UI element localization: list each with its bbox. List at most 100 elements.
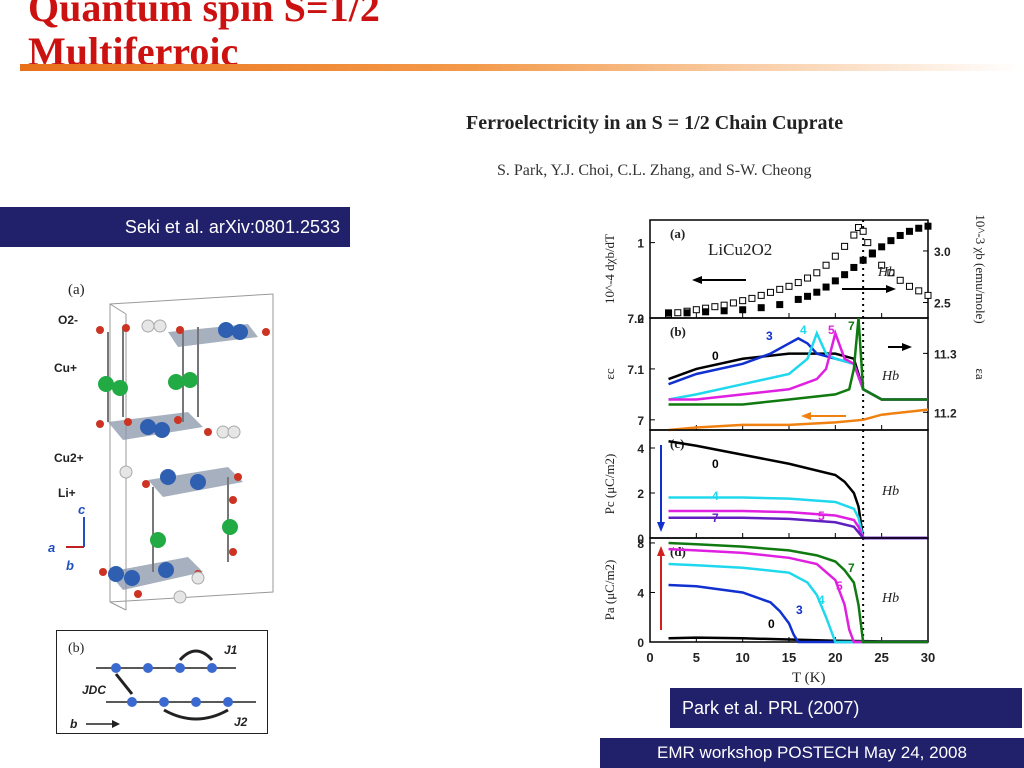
slide-title: Quantum spin S=1/2 Multiferroic bbox=[28, 0, 380, 74]
data-point-a-1 bbox=[831, 277, 839, 285]
x-tick-label: 5 bbox=[693, 650, 700, 665]
coupling-j2-label: J2 bbox=[234, 715, 248, 729]
label-oxygen: O2- bbox=[58, 313, 78, 327]
label-cu-plus: Cu+ bbox=[54, 361, 77, 375]
series-name-label-b: 0 bbox=[712, 349, 719, 363]
field-label-c: Hb bbox=[881, 484, 899, 499]
footer-label: EMR workshop POSTECH May 24, 2008 bbox=[600, 738, 1024, 768]
seki-reference-label: Seki et al. arXiv:0801.2533 bbox=[0, 207, 350, 247]
data-point-a-0 bbox=[915, 287, 923, 295]
axis-b-label: b bbox=[66, 558, 74, 573]
data-point-a-1 bbox=[804, 292, 812, 300]
series-name-label-c: 4 bbox=[712, 489, 719, 503]
y-tick-label: 0 bbox=[637, 312, 644, 326]
data-point-a-0 bbox=[864, 239, 872, 247]
data-point-a-1 bbox=[794, 295, 802, 303]
series-line-b-4 bbox=[668, 317, 928, 406]
data-point-a-1 bbox=[776, 301, 784, 309]
x-tick-label: 20 bbox=[828, 650, 842, 665]
series-name-label-d: 0 bbox=[768, 617, 775, 631]
y-tick-label: 0 bbox=[637, 636, 644, 650]
data-point-a-0 bbox=[850, 231, 858, 239]
y-right-tick-label: 11.2 bbox=[934, 406, 957, 420]
data-point-a-1 bbox=[739, 306, 747, 314]
paper-authors: S. Park, Y.J. Choi, C.L. Zhang, and S-W.… bbox=[497, 162, 812, 179]
data-point-a-0 bbox=[878, 261, 886, 269]
data-point-a-1 bbox=[905, 227, 913, 235]
series-name-label-b: 5 bbox=[828, 323, 835, 337]
data-point-a-1 bbox=[822, 283, 830, 291]
slide-title-line1: Quantum spin S=1/2 bbox=[28, 0, 380, 30]
y-axis-right-label-a: 10^-3 χb (emu/mole) bbox=[973, 214, 988, 323]
y-right-tick-label: 2.5 bbox=[934, 297, 951, 311]
data-point-a-1 bbox=[924, 222, 932, 230]
field-label-d: Hb bbox=[881, 591, 899, 606]
data-point-a-0 bbox=[739, 297, 747, 305]
series-name-label-c: 0 bbox=[712, 457, 719, 471]
data-point-a-0 bbox=[804, 274, 812, 282]
series-name-label-b: 7 bbox=[848, 319, 855, 333]
y-tick-label: 7 bbox=[637, 414, 644, 428]
y-right-tick-label: 11.3 bbox=[934, 347, 957, 361]
series-name-label-c: 5 bbox=[818, 509, 825, 523]
data-point-a-0 bbox=[692, 306, 700, 314]
data-point-a-0 bbox=[896, 276, 904, 284]
y-tick-label: 4 bbox=[637, 586, 644, 600]
oxygen-atoms bbox=[96, 324, 270, 598]
label-li-plus: Li+ bbox=[58, 486, 76, 500]
park-reference-label: Park et al. PRL (2007) bbox=[670, 688, 1022, 728]
paper-title: Ferroelectricity in an S = 1/2 Chain Cup… bbox=[466, 112, 844, 134]
data-point-a-0 bbox=[855, 224, 862, 232]
y-tick-label: 7.1 bbox=[627, 363, 644, 377]
series-name-label-d: 5 bbox=[836, 579, 843, 593]
crystal-structure-figure: (a) O2- Cu+ Cu2+ Li bbox=[48, 282, 274, 611]
series-name-label-b: 3 bbox=[766, 329, 773, 343]
y-axis-label-b: εc bbox=[602, 368, 617, 379]
species-labels: O2- Cu+ Cu2+ Li+ bbox=[54, 313, 84, 500]
field-label-b: Hb bbox=[881, 369, 899, 384]
x-axis-label: T (K) bbox=[792, 670, 825, 686]
data-point-a-0 bbox=[794, 279, 802, 287]
axis-a-label: a bbox=[48, 540, 55, 555]
y-axis-label-c: Pc (μC/m2) bbox=[602, 454, 617, 515]
data-point-a-0 bbox=[674, 309, 682, 317]
series-line-d-3 bbox=[668, 547, 928, 644]
data-point-a-0 bbox=[887, 269, 895, 277]
x-tick-label: 25 bbox=[874, 650, 888, 665]
data-point-a-0 bbox=[711, 303, 719, 311]
series-name-label-d: 7 bbox=[848, 561, 855, 575]
data-point-a-1 bbox=[665, 309, 673, 317]
y-axis-label-d: Pa (μC/m2) bbox=[602, 560, 617, 621]
chart-annotations: LiCu2O2 Hb Hb Hb Hb T (K) bbox=[657, 240, 912, 686]
data-point-a-0 bbox=[822, 261, 830, 269]
panel-label-a: (a) bbox=[670, 226, 685, 241]
li-atoms bbox=[119, 319, 241, 604]
series-line-d-4 bbox=[668, 541, 928, 644]
axis-c-label: c bbox=[78, 502, 86, 517]
unit-cell-box bbox=[109, 293, 274, 611]
data-point-a-1 bbox=[878, 243, 886, 251]
series-name-label-d: 3 bbox=[796, 603, 803, 617]
axis-triad: c a b bbox=[48, 502, 86, 573]
y-tick-label: 4 bbox=[637, 442, 644, 456]
x-tick-label: 30 bbox=[921, 650, 935, 665]
series-name-label-d: 4 bbox=[818, 593, 825, 607]
series-line-d-2 bbox=[668, 562, 928, 644]
data-point-a-1 bbox=[720, 307, 728, 315]
y-tick-label: 1 bbox=[637, 237, 644, 251]
y-tick-label: 2 bbox=[637, 487, 644, 501]
data-point-a-1 bbox=[859, 256, 867, 264]
y-tick-label: 0 bbox=[637, 532, 644, 546]
data-point-a-0 bbox=[905, 282, 913, 290]
x-tick-label: 15 bbox=[782, 650, 796, 665]
y-tick-label: 8 bbox=[637, 537, 644, 551]
series-name-label-c: 7 bbox=[712, 511, 719, 525]
series-name-label-b: 4 bbox=[800, 323, 807, 337]
series-line-d-1 bbox=[668, 583, 928, 644]
cu-plus-atoms bbox=[98, 372, 238, 548]
field-label-a: Hb bbox=[877, 265, 895, 280]
data-point-a-0 bbox=[831, 252, 839, 260]
series-line-b-5 bbox=[668, 408, 929, 432]
data-point-a-0 bbox=[757, 291, 765, 299]
compound-label: LiCu2O2 bbox=[708, 240, 772, 259]
